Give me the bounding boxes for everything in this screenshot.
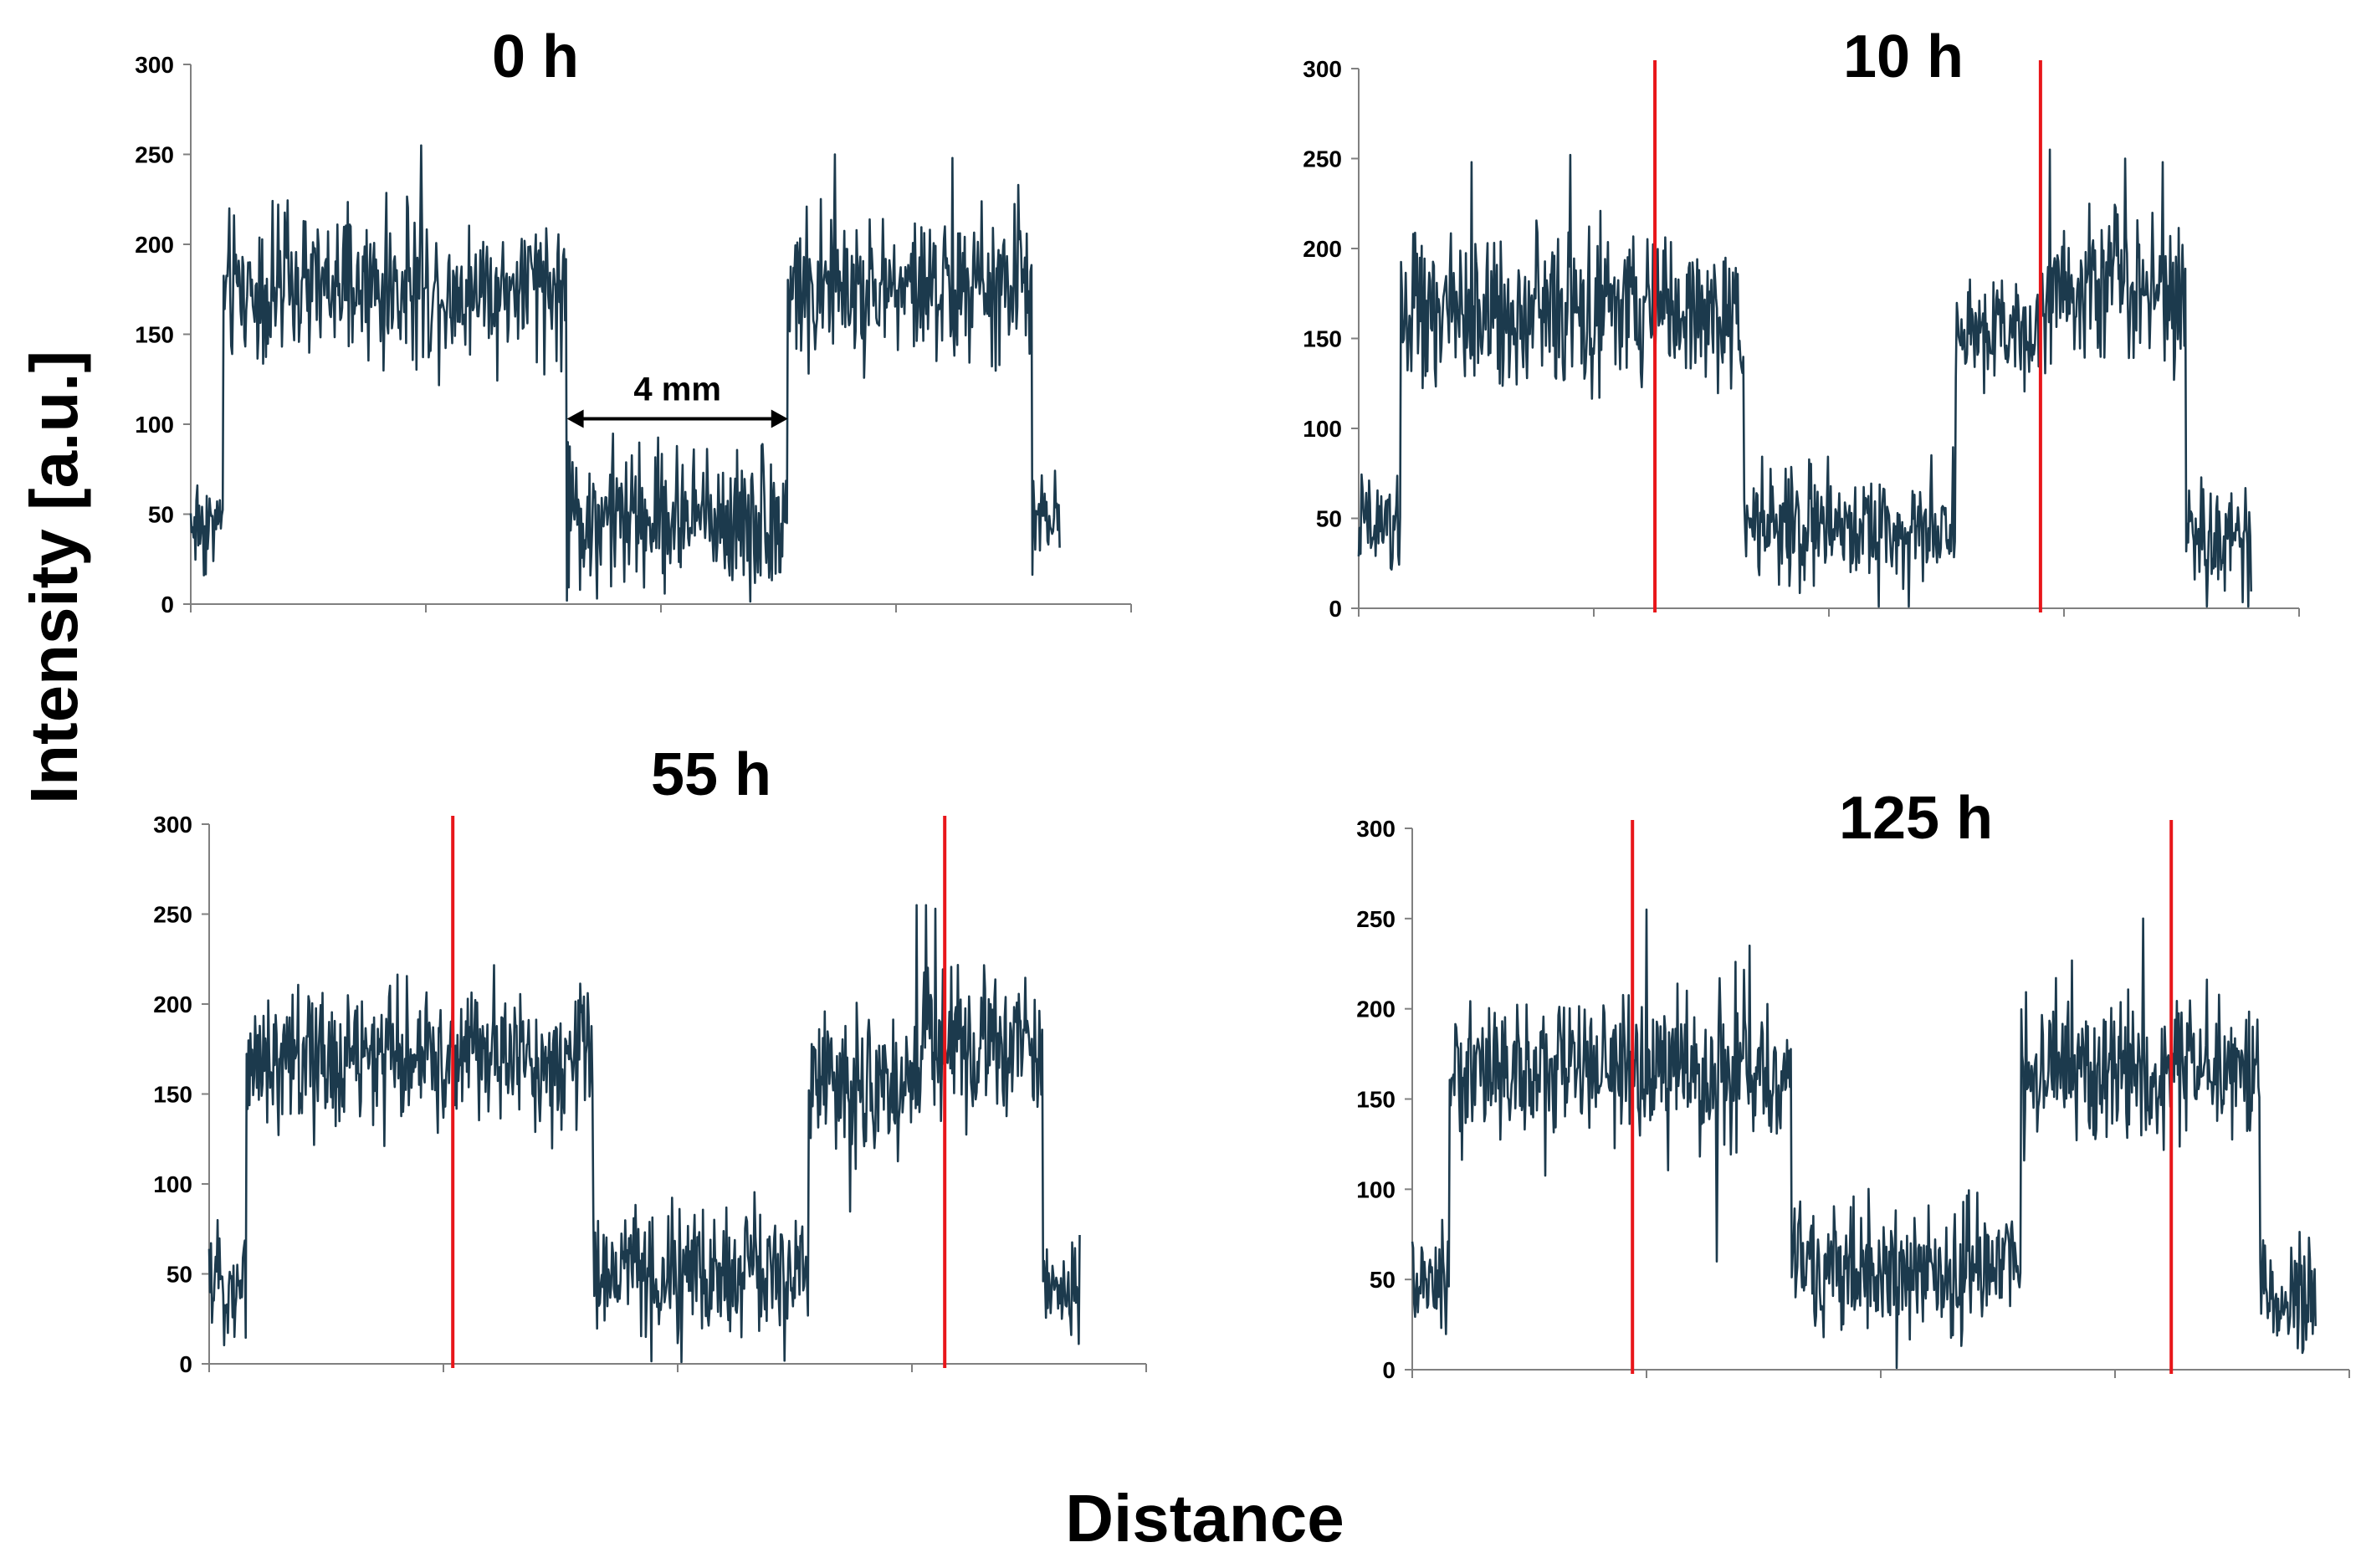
y-tick-label: 250	[153, 902, 192, 928]
y-tick-label: 300	[1356, 816, 1396, 842]
y-tick-label: 0	[1329, 596, 1342, 622]
x-axis-title: Distance	[1065, 1481, 1344, 1555]
y-tick-label: 150	[1303, 326, 1342, 352]
y-tick-label: 100	[153, 1171, 192, 1197]
panel-title: 0 h	[492, 23, 579, 90]
y-tick-label: 300	[153, 812, 192, 838]
y-tick-label: 50	[1316, 506, 1342, 532]
chart-panel-0: 0 50 100 150 200 250 300 0 h 4 mm	[135, 23, 1132, 617]
intensity-series-line	[207, 904, 1081, 1364]
y-tick-label: 50	[148, 502, 174, 528]
y-tick-label: 250	[135, 142, 174, 168]
annotation-label: 4 mm	[633, 372, 721, 408]
intensity-series-line	[189, 144, 1061, 603]
chart-panel-2: 0 50 100 150 200 250 300 55 h	[153, 741, 1147, 1377]
y-tick-label: 200	[1356, 997, 1396, 1022]
y-tick-label: 200	[153, 992, 192, 1017]
intensity-series-line	[1357, 148, 2252, 608]
y-tick-label: 100	[135, 412, 174, 438]
y-tick-label: 200	[1303, 236, 1342, 262]
y-tick-label: 300	[135, 52, 174, 78]
annotation-arrowhead-left	[566, 409, 584, 428]
chart-panel-3: 0 50 100 150 200 250 300 125 h	[1356, 785, 2350, 1383]
panels: 0 50 100 150 200 250 300 0 h 4 mm 0 50 100 150 200 250…	[135, 23, 2350, 1383]
y-tick-label: 100	[1303, 416, 1342, 442]
y-tick-label: 150	[135, 322, 174, 348]
y-tick-label: 100	[1356, 1176, 1396, 1202]
y-tick-label: 0	[1382, 1357, 1396, 1383]
y-axis-title: Intensity [a.u.]	[17, 351, 91, 804]
y-tick-label: 0	[179, 1351, 192, 1377]
y-tick-label: 50	[166, 1262, 192, 1288]
annotation-arrowhead-right	[771, 409, 788, 428]
y-tick-label: 300	[1303, 56, 1342, 82]
chart-panel-1: 0 50 100 150 200 250 300 10 h	[1303, 23, 2300, 622]
width-annotation: 4 mm	[566, 372, 788, 428]
panel-title: 125 h	[1839, 785, 1993, 852]
y-tick-label: 250	[1356, 906, 1396, 932]
y-tick-label: 0	[161, 592, 174, 617]
y-tick-label: 150	[153, 1082, 192, 1108]
y-tick-label: 50	[1370, 1267, 1396, 1293]
panel-title: 10 h	[1843, 23, 1964, 90]
panel-title: 55 h	[651, 741, 771, 808]
y-tick-label: 250	[1303, 146, 1342, 172]
y-tick-label: 150	[1356, 1087, 1396, 1113]
intensity-series-line	[1411, 908, 2317, 1370]
y-tick-label: 200	[135, 232, 174, 258]
